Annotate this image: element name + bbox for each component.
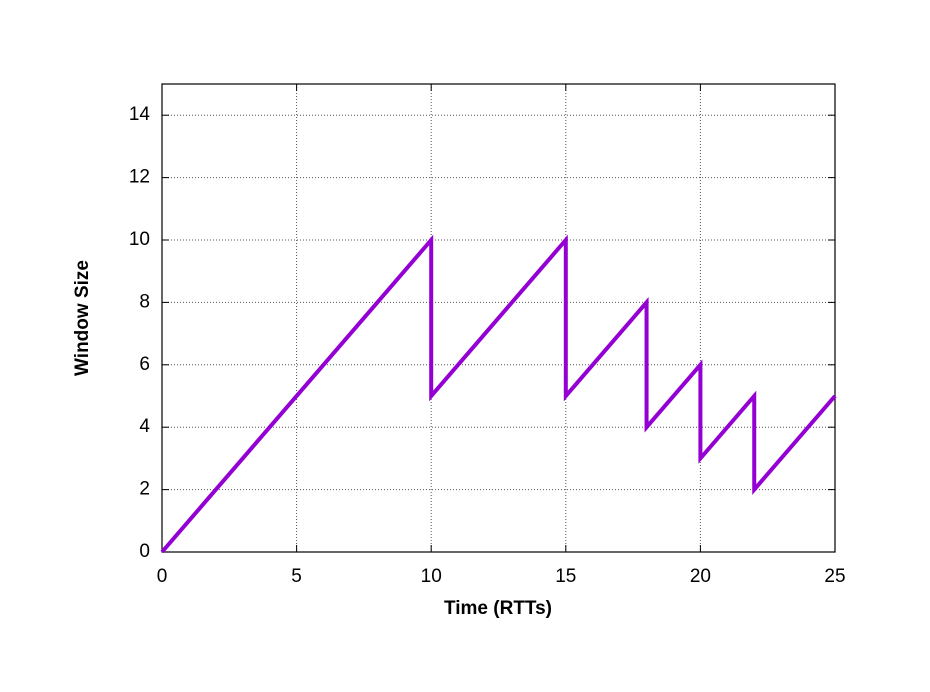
- y-tick-label: 6: [139, 354, 150, 375]
- y-tick-label: 4: [139, 416, 150, 437]
- y-tick-label: 8: [139, 291, 150, 312]
- y-tick-label: 14: [129, 104, 151, 125]
- y-tick-label: 2: [139, 479, 150, 500]
- x-tick-label: 15: [555, 566, 576, 587]
- data-line: [160, 234, 837, 554]
- x-tick-label: 25: [824, 566, 845, 587]
- y-tick-label: 0: [139, 541, 150, 562]
- plot-border: [161, 83, 836, 553]
- y-axis-label: Window Size: [72, 260, 93, 376]
- y-tick-label: 12: [129, 167, 150, 188]
- x-axis-label: Time (RTTs): [444, 598, 552, 619]
- x-tick-label: 5: [291, 566, 302, 587]
- x-tick-label: 20: [690, 566, 711, 587]
- x-tick-label: 0: [157, 566, 168, 587]
- y-tick-label: 10: [129, 229, 150, 250]
- x-tick-label: 10: [421, 566, 442, 587]
